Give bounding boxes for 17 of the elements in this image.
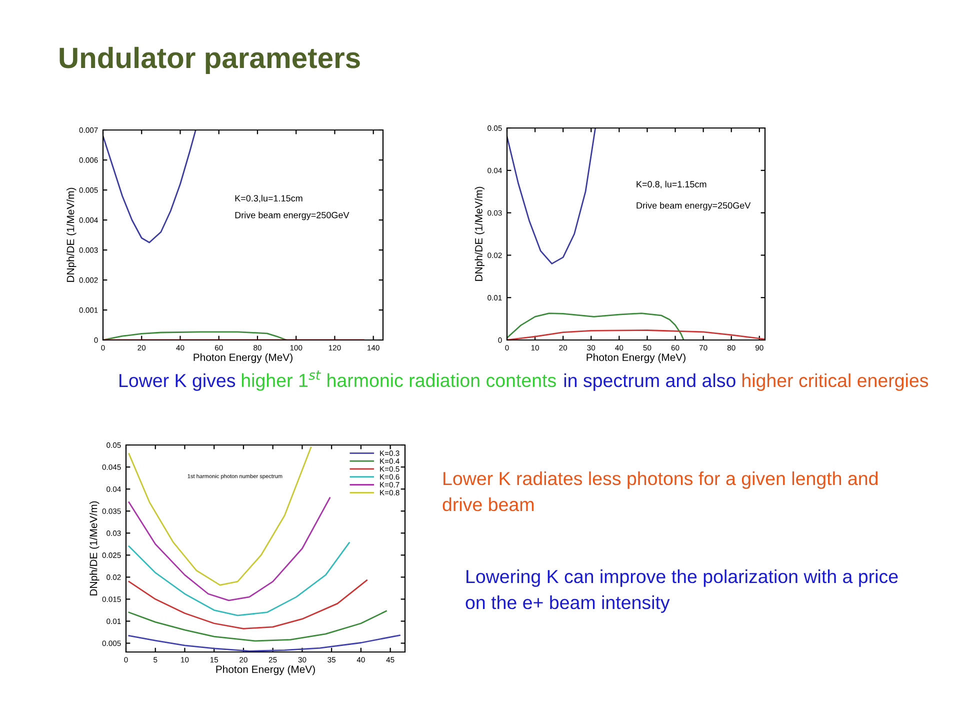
annotation: Drive beam energy=250GeV — [636, 202, 751, 210]
y-axis-title: DNph/DE (1/MeV/m) — [66, 188, 76, 282]
x-axis-title: Photon Energy (MeV) — [216, 665, 315, 676]
x-axis-title: Photon Energy (MeV) — [586, 353, 686, 364]
text: Lower K gives — [120, 373, 236, 391]
text: Undulator parameters — [60, 46, 360, 74]
text: Lowering K can improve the polarization with a price on the e+ beam intensity — [466, 569, 898, 613]
text: higher 1$^{st}$ harmonic radiation contents — [242, 370, 556, 391]
annotation: K=0.3,lu=1.15cm — [235, 194, 302, 203]
y-axis-title: DNph/DE (1/MeV/m) — [90, 501, 100, 596]
annotation: Drive beam energy=250GeV — [235, 212, 350, 220]
text: in spectrum and also — [564, 373, 736, 391]
y-axis-title: DNph/DE (1/MeV/m) — [474, 186, 484, 281]
text: higher critical energies — [742, 373, 928, 391]
x-axis-title: Photon Energy (MeV) — [194, 353, 292, 364]
annotation: K=0.8, lu=1.15cm — [636, 180, 706, 189]
text: Lower K radiates less photons for a given length and drive beam — [442, 471, 878, 512]
